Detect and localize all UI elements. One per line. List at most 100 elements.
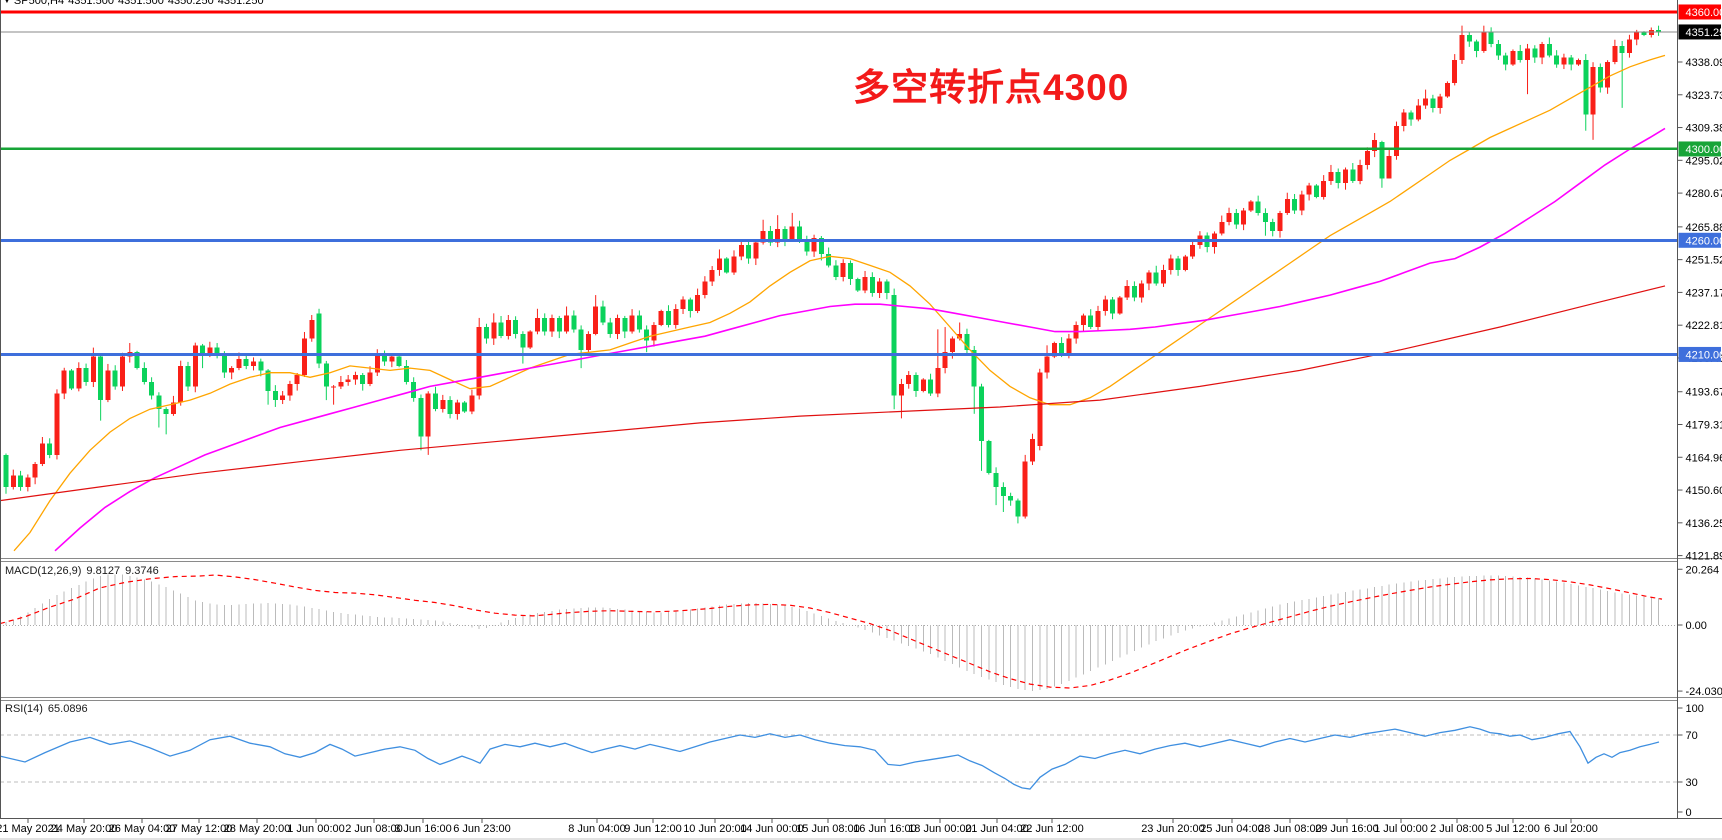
symbol-ohlc-bar: ▼ SP500,H4 4351.500 4351.500 4350.250 4351.25…: [3, 0, 268, 7]
symbol-dropdown-icon[interactable]: ▼: [3, 0, 11, 5]
candle-up: [1321, 180, 1327, 197]
candle-down: [644, 329, 650, 341]
candle-up: [1284, 199, 1290, 213]
macd-value: 9.8127: [86, 565, 121, 577]
candle-down: [1503, 55, 1509, 65]
candle-down: [141, 368, 147, 382]
candle-up: [1612, 46, 1618, 63]
candle-down: [498, 322, 504, 337]
candle-up: [345, 379, 351, 382]
candle-down: [1262, 212, 1268, 223]
rsi-tick-label: 30: [1686, 777, 1698, 789]
date-tick-label: 21 Jun 04:00: [965, 823, 1029, 835]
candle-up: [1022, 461, 1028, 517]
candle-up: [1357, 164, 1363, 181]
macd-indicator-label: MACD(12,26,9) 9.8127 9.3746: [5, 565, 164, 577]
candle-down: [1088, 315, 1094, 328]
candle-up: [1117, 297, 1123, 314]
candle-up: [491, 322, 497, 339]
candle-up: [935, 368, 941, 394]
candle-up: [1590, 66, 1596, 115]
chart-annotation-text: 多空转折点4300: [853, 67, 1130, 108]
candle-up: [1044, 356, 1050, 373]
candle-up: [615, 317, 621, 334]
candle-down: [3, 454, 9, 487]
ma-fast-orange: [13, 54, 1666, 552]
date-tick-label: 29 Jun 16:00: [1315, 823, 1379, 835]
candle-down: [964, 333, 970, 350]
candle-down: [847, 263, 853, 280]
candle-down: [884, 281, 890, 293]
date-tick-label: 10 Jun 20:00: [683, 823, 747, 835]
price-level-badge: 4300.000: [1686, 144, 1722, 156]
macd-tick-label: 20.264: [1686, 564, 1720, 576]
candle-up: [1561, 57, 1567, 65]
candle-down: [724, 258, 730, 273]
candle-down: [1000, 486, 1006, 496]
candle-up: [389, 356, 395, 362]
date-tick-label: 5 Jul 12:00: [1486, 823, 1540, 835]
candle-down: [221, 354, 227, 373]
candle-up: [753, 242, 759, 259]
candle-up: [207, 347, 213, 355]
candle-down: [818, 238, 824, 254]
date-tick-label: 24 May 20:00: [51, 823, 118, 835]
candle-up: [1095, 311, 1101, 328]
price-tick-label: 4179.315: [1686, 420, 1722, 432]
candle-down: [447, 400, 453, 414]
candle-down: [185, 365, 191, 387]
candle-up: [760, 231, 766, 243]
candle-up: [702, 281, 708, 296]
candle-up: [1102, 299, 1108, 312]
candle-down: [134, 352, 140, 369]
macd-tick-label: 0.00: [1686, 620, 1707, 632]
candle-down: [687, 299, 693, 312]
date-tick-label: 23 Jun 20:00: [1141, 823, 1205, 835]
ohlc-low: 4350.250: [167, 0, 214, 7]
candle-down: [403, 365, 409, 382]
date-tick-label: 1 Jun 00:00: [287, 823, 345, 835]
candle-up: [61, 370, 67, 394]
candle-up: [1626, 39, 1632, 54]
candle-down: [1313, 185, 1319, 197]
candle-down: [520, 333, 526, 348]
ohlc-open: 4351.500: [68, 0, 114, 7]
candle-up: [1051, 343, 1057, 357]
candle-down: [1175, 258, 1181, 270]
candle-down: [1408, 112, 1414, 120]
candle-up: [331, 386, 337, 388]
candle-down: [200, 345, 206, 355]
candle-down: [382, 354, 388, 362]
candle-down: [513, 320, 519, 334]
candle-down: [1015, 500, 1021, 517]
candle-up: [673, 308, 679, 325]
candle-up: [709, 269, 715, 282]
macd-signal-value: 9.3746: [125, 565, 159, 577]
candle-down: [913, 374, 919, 391]
candle-down: [600, 306, 606, 323]
candle-down: [316, 313, 322, 364]
date-tick-label: 21 May 2021: [0, 823, 60, 835]
candle-down: [98, 356, 104, 401]
candle-down: [993, 473, 999, 487]
candle-up: [898, 384, 904, 396]
candle-up: [178, 365, 184, 403]
candle-up: [1161, 269, 1167, 284]
candle-down: [163, 409, 169, 414]
candle-up: [1393, 126, 1399, 156]
candle-up: [1444, 82, 1450, 97]
candle-up: [629, 315, 635, 332]
candle-up: [942, 352, 948, 369]
candle-up: [920, 379, 926, 391]
candle-down: [411, 381, 417, 398]
candle-up: [1386, 155, 1392, 179]
candle-up: [251, 361, 257, 366]
rsi-indicator-label: RSI(14) 65.0896: [5, 703, 93, 715]
candle-up: [454, 402, 460, 414]
candle-up: [1423, 98, 1429, 106]
candle-down: [1474, 41, 1480, 51]
candle-up: [1343, 169, 1349, 184]
candle-up: [1124, 285, 1130, 298]
